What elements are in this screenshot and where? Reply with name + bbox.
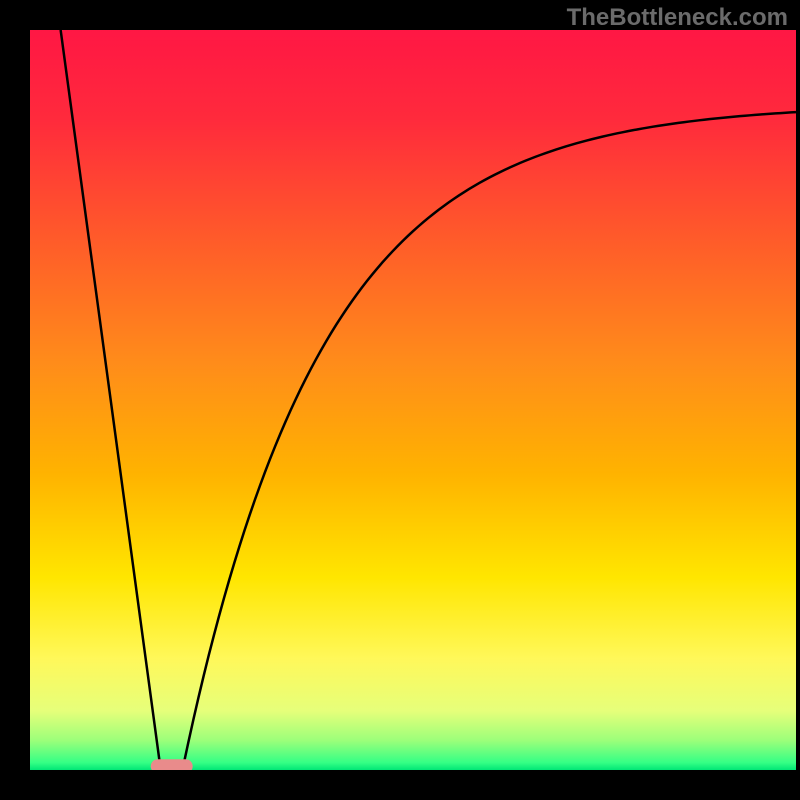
frame-border-bottom [0,770,800,800]
frame-border-right [796,0,800,800]
chart-container: TheBottleneck.com [0,0,800,800]
watermark-text: TheBottleneck.com [567,4,788,32]
bottleneck-curve-chart [0,0,800,800]
frame-border-left [0,0,30,800]
